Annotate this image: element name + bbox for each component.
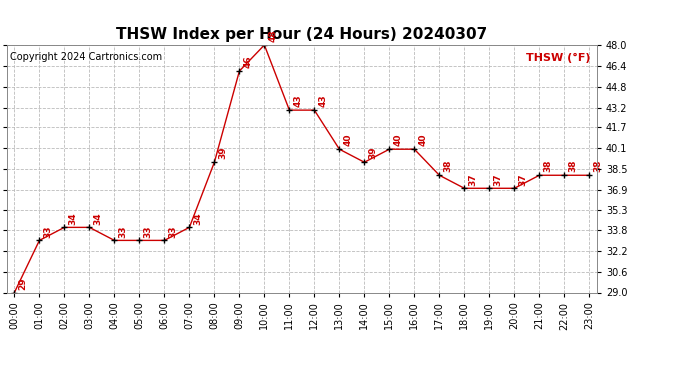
Text: 34: 34	[194, 212, 203, 225]
Text: 39: 39	[219, 147, 228, 159]
Text: Copyright 2024 Cartronics.com: Copyright 2024 Cartronics.com	[10, 53, 162, 62]
Text: 37: 37	[469, 173, 477, 186]
Text: 34: 34	[68, 212, 77, 225]
Text: 37: 37	[518, 173, 528, 186]
Text: 38: 38	[544, 160, 553, 172]
Text: 33: 33	[168, 225, 177, 238]
Text: 33: 33	[144, 225, 152, 238]
Text: 37: 37	[493, 173, 502, 186]
Text: 40: 40	[344, 134, 353, 146]
Text: 48: 48	[268, 30, 277, 42]
Text: 43: 43	[319, 95, 328, 107]
Text: 39: 39	[368, 147, 377, 159]
Text: 33: 33	[43, 225, 52, 238]
Text: 46: 46	[244, 56, 253, 68]
Text: 33: 33	[119, 225, 128, 238]
Text: 43: 43	[293, 95, 302, 107]
Text: 38: 38	[444, 160, 453, 172]
Title: THSW Index per Hour (24 Hours) 20240307: THSW Index per Hour (24 Hours) 20240307	[116, 27, 488, 42]
Text: 34: 34	[94, 212, 103, 225]
Text: 40: 40	[419, 134, 428, 146]
Text: THSW (°F): THSW (°F)	[526, 53, 591, 63]
Text: 40: 40	[393, 134, 402, 146]
Text: 29: 29	[19, 277, 28, 290]
Text: 38: 38	[593, 160, 602, 172]
Text: 38: 38	[569, 160, 578, 172]
